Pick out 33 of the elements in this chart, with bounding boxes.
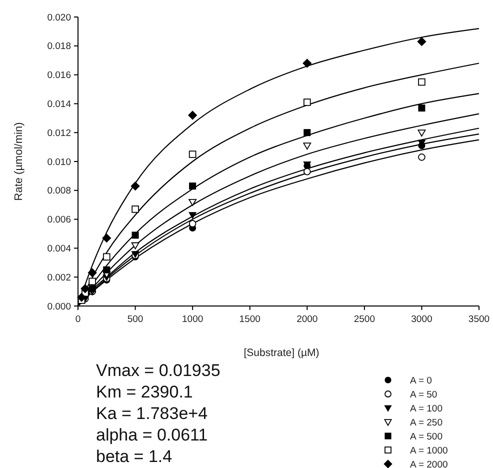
x-tick-label: 1500 [239,314,260,325]
legend-label: A = 250 [410,417,442,428]
legend-label: A = 100 [410,403,442,414]
x-tick-label: 0 [75,314,81,325]
legend-label: A = 1000 [410,445,448,456]
y-tick-label: 0.002 [47,272,71,284]
x-tick-label: 3500 [468,314,490,325]
text: Ka = 1.783e+4 [96,404,208,423]
legend-label: A = 2000 [410,459,448,468]
x-tick-label: 2000 [296,314,318,325]
y-tick-label: 0.018 [47,41,71,52]
legend-label: A = 500 [410,431,442,442]
y-tick-label: 0.010 [47,156,71,168]
y-axis-title: Rate (µmol/min) [13,122,25,201]
legend-label: A = 50 [410,389,438,400]
y-tick-label: 0.014 [47,99,71,110]
y-tick-label: 0.020 [47,12,71,24]
y-tick-label: 0.004 [47,244,71,255]
y-tick-label: 0.006 [47,214,71,226]
text: beta = 1.4 [96,447,172,466]
x-tick-label: 500 [127,314,144,325]
text: Vmax = 0.01935 [96,361,220,380]
x-tick-label: 1000 [182,314,204,325]
x-axis-title: [Substrate] (µM) [244,347,320,359]
y-tick-label: 0.016 [47,70,71,82]
x-tick-label: 3000 [411,314,432,325]
legend-label: A = 0 [410,375,432,386]
y-tick-label: 0.000 [47,301,71,312]
text: Km = 2390.1 [96,382,193,402]
x-tick-label: 2500 [354,314,375,325]
text: alpha = 0.0611 [96,426,208,444]
y-tick-label: 0.012 [47,128,71,139]
y-tick-label: 0.008 [47,186,71,197]
